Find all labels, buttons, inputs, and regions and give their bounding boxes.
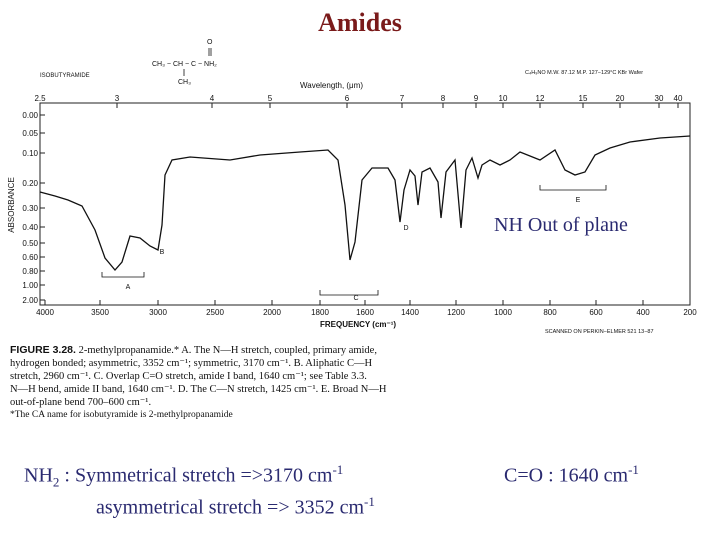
figure-caption: FIGURE 3.28. 2-methylpropanamide.* A. Th… bbox=[10, 344, 510, 422]
peak-label: C bbox=[353, 295, 358, 302]
wavelength-tick: 5 bbox=[268, 94, 273, 103]
frequency-label: FREQUENCY (cm⁻¹) bbox=[320, 320, 396, 329]
wavelength-tick: 10 bbox=[499, 94, 508, 103]
absorbance-tick: 0.50 bbox=[22, 239, 38, 248]
wavelength-tick: 15 bbox=[579, 94, 588, 103]
formula: CH₃ − CH − C − NH₂ bbox=[152, 61, 217, 68]
text: : Symmetrical stretch =>3170 cm bbox=[59, 464, 333, 487]
wavelength-tick: 3 bbox=[115, 94, 120, 103]
frequency-tick: 3500 bbox=[91, 308, 109, 317]
frequency-tick: 1800 bbox=[311, 308, 329, 317]
wavelength-tick: 40 bbox=[674, 94, 683, 103]
caption-text: 2-methylpropanamide.* A. The N—H stretch… bbox=[78, 345, 377, 356]
caption-line: FIGURE 3.28. 2-methylpropanamide.* A. Th… bbox=[10, 344, 510, 357]
frequency-tick: 1000 bbox=[494, 308, 512, 317]
absorbance-tick: 0.60 bbox=[22, 253, 38, 262]
superscript: -1 bbox=[332, 462, 344, 477]
superscript: -1 bbox=[364, 494, 375, 509]
wavelength-tick: 30 bbox=[655, 94, 664, 103]
wavelength-tick: 7 bbox=[400, 94, 405, 103]
frequency-tick: 400 bbox=[636, 308, 650, 317]
frequency-tick: 1400 bbox=[401, 308, 419, 317]
absorbance-tick: 0.80 bbox=[22, 267, 38, 276]
peak-label: E bbox=[576, 197, 581, 204]
wavelength-tick: 9 bbox=[474, 94, 479, 103]
caption-line: out-of-plane bend 700–600 cm⁻¹. bbox=[10, 397, 152, 408]
absorbance-tick: 2.00 bbox=[22, 296, 38, 305]
frequency-tick: 2000 bbox=[263, 308, 281, 317]
wavelength-tick: 20 bbox=[616, 94, 625, 103]
compound-info: C₄H₉NO M.W. 87.12 M.P. 127−129°C KBr Waf… bbox=[525, 70, 643, 76]
carbonyl: O bbox=[207, 39, 213, 46]
frequency-tick: 800 bbox=[543, 308, 557, 317]
text: C=O : 1640 cm bbox=[504, 464, 629, 487]
wavelength-tick: 8 bbox=[441, 94, 446, 103]
wavelength-tick: 12 bbox=[536, 94, 545, 103]
nh2-note-2: asymmetrical stretch => 3352 cm-1 bbox=[96, 494, 375, 520]
absorbance-tick: 0.05 bbox=[22, 129, 38, 138]
superscript: -1 bbox=[628, 462, 639, 477]
absorbance-tick: 0.10 bbox=[22, 149, 38, 158]
wavelength-tick: 6 bbox=[345, 94, 350, 103]
frequency-tick: 200 bbox=[683, 308, 697, 317]
slide-title: Amides bbox=[318, 8, 402, 37]
methyl: CH₃ bbox=[178, 79, 191, 86]
frequency-tick: 4000 bbox=[36, 308, 54, 317]
spectrum-trace bbox=[39, 135, 691, 272]
absorbance-tick: 0.40 bbox=[22, 223, 38, 232]
nh2-note: NH2 : Symmetrical stretch =>3170 cm-1 bbox=[24, 462, 343, 491]
peak-label: D bbox=[403, 225, 408, 232]
wavelength-label: Wavelength, (μm) bbox=[300, 81, 363, 90]
peak-label: B bbox=[160, 249, 165, 256]
caption-line: stretch, 2960 cm⁻¹. C. Overlap C=O stret… bbox=[10, 371, 367, 382]
annotation: NH Out of plane bbox=[494, 214, 628, 237]
compound-name: ISOBUTYRAMIDE bbox=[40, 73, 90, 79]
absorbance-label: ABSORBANCE bbox=[7, 177, 16, 233]
wavelength-tick: 2.5 bbox=[34, 94, 46, 103]
spectrum-figure: O CH₃ − CH − C − NH₂ CH₃ ISOBUTYRAMIDE C… bbox=[7, 39, 697, 335]
frequency-tick: 3000 bbox=[149, 308, 167, 317]
frequency-tick: 600 bbox=[589, 308, 603, 317]
absorbance-tick: 1.00 bbox=[22, 281, 38, 290]
frequency-tick: 1200 bbox=[447, 308, 465, 317]
subscript: 2 bbox=[52, 474, 60, 490]
caption-line: *The CA name for isobutyramide is 2-meth… bbox=[10, 410, 233, 420]
caption-label: FIGURE 3.28. bbox=[10, 344, 76, 356]
wavelength-tick: 4 bbox=[210, 94, 215, 103]
absorbance-tick: 0.00 bbox=[22, 111, 38, 120]
co-note: C=O : 1640 cm-1 bbox=[504, 462, 639, 488]
frequency-tick: 2500 bbox=[206, 308, 224, 317]
frequency-tick: 1600 bbox=[356, 308, 374, 317]
scan-note: SCANNED ON PERKIN−ELMER 521 13−87 bbox=[545, 329, 654, 335]
text: asymmetrical stretch => 3352 cm bbox=[96, 496, 365, 519]
caption-line: N—H bend, amide II band, 1640 cm⁻¹. D. T… bbox=[10, 384, 387, 395]
text: NH bbox=[24, 464, 53, 487]
peak-label: A bbox=[126, 284, 131, 291]
absorbance-tick: 0.30 bbox=[22, 204, 38, 213]
caption-line: hydrogen bonded; asymmetric, 3352 cm⁻¹; … bbox=[10, 358, 373, 369]
absorbance-tick: 0.20 bbox=[22, 179, 38, 188]
